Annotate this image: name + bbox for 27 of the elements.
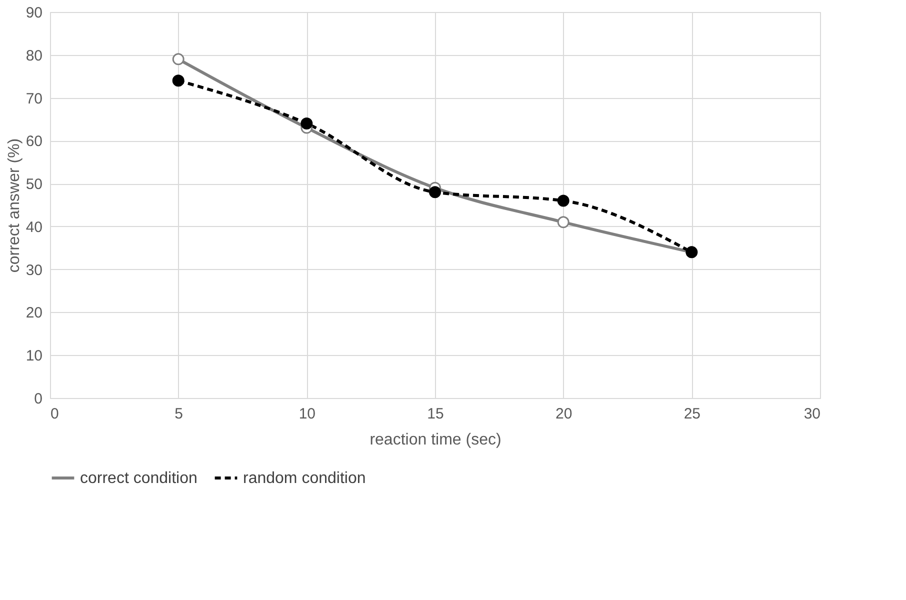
y-tick-label: 0 (34, 390, 42, 408)
x-tick-label: 10 (298, 406, 316, 422)
y-tick-label: 30 (26, 262, 42, 279)
point (429, 186, 441, 198)
y-axis-title: correct answer (%) (6, 138, 23, 273)
x-axis-title: reaction time (sec) (370, 432, 502, 448)
x-tick-label: 20 (555, 406, 572, 422)
point (300, 118, 313, 130)
point (557, 216, 570, 228)
y-tick-label: 10 (26, 348, 42, 365)
point (172, 74, 184, 87)
x-tick-label: 15 (427, 406, 444, 422)
legend-label: random condition (243, 470, 366, 487)
x-tick-label: 5 (174, 406, 184, 422)
y-tick-label: 80 (26, 47, 42, 64)
x-tick-label: 25 (684, 406, 701, 422)
y-tick-label: 70 (26, 90, 42, 108)
y-tick-label: 60 (26, 133, 42, 150)
x-tick-label: 0 (50, 406, 59, 422)
y-tick-label: 90 (26, 4, 42, 22)
x-tick-label: 30 (804, 406, 820, 422)
legend-label: correct condition (80, 470, 198, 487)
y-tick-label: 20 (26, 304, 42, 322)
point (557, 194, 570, 207)
y-tick-label: 50 (26, 176, 42, 194)
point (172, 53, 184, 66)
y-tick-label: 40 (26, 218, 42, 236)
